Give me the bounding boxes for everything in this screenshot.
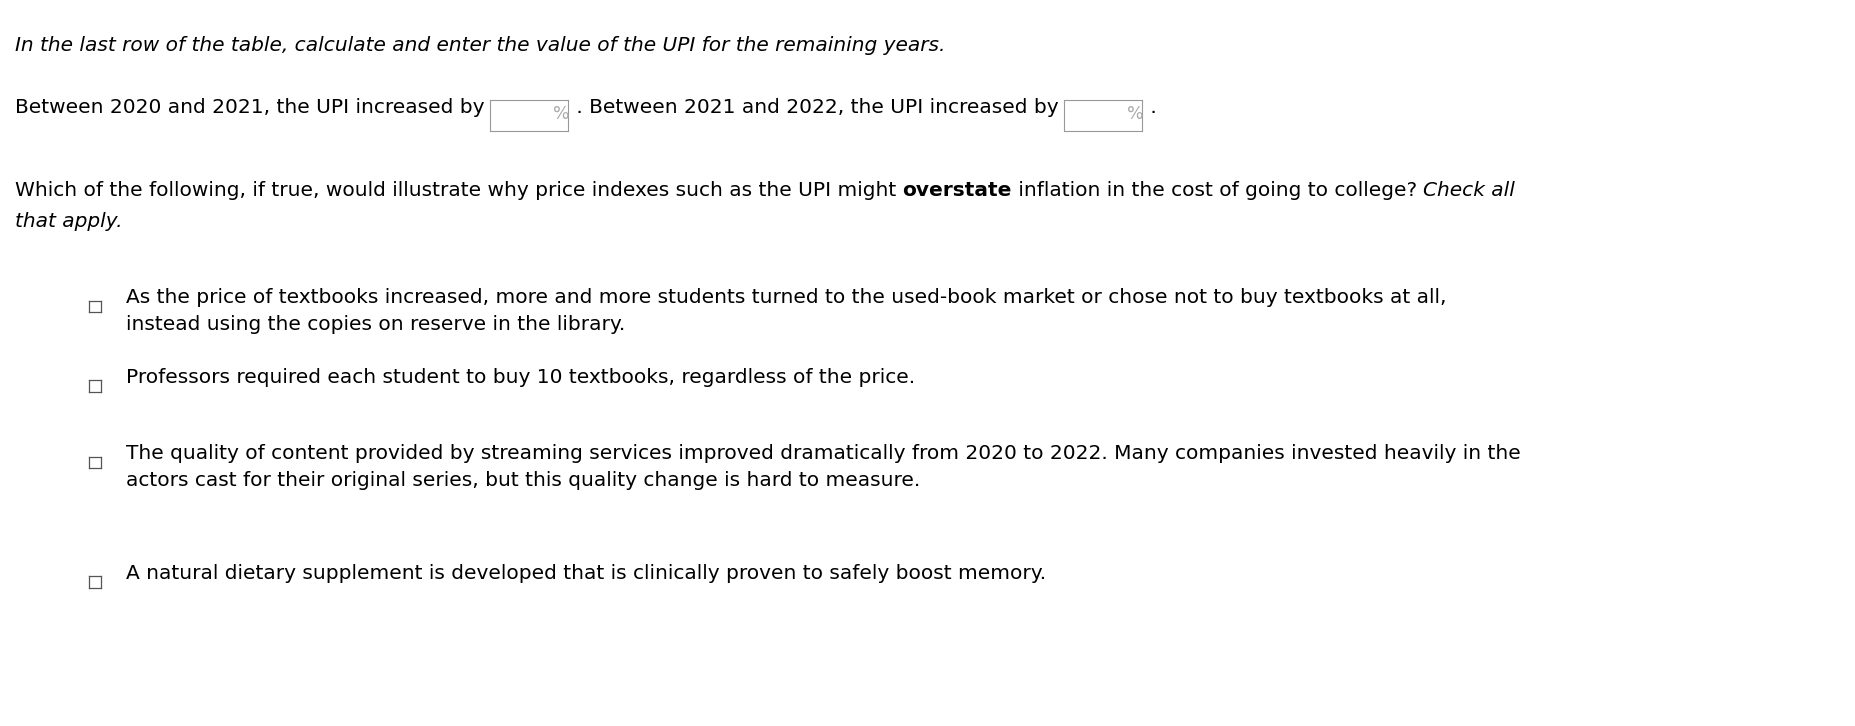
Text: instead using the copies on reserve in the library.: instead using the copies on reserve in t… xyxy=(126,315,625,334)
Text: actors cast for their original series, but this quality change is hard to measur: actors cast for their original series, b… xyxy=(126,471,920,490)
Text: In the last row of the table, calculate and enter the value of the UPI for the r: In the last row of the table, calculate … xyxy=(15,36,944,55)
Text: . Between 2021 and 2022, the UPI increased by: . Between 2021 and 2022, the UPI increas… xyxy=(569,97,1057,117)
Text: that apply.: that apply. xyxy=(15,211,122,231)
Text: Professors required each student to buy 10 textbooks, regardless of the price.: Professors required each student to buy … xyxy=(126,367,915,387)
Text: Check all: Check all xyxy=(1423,181,1514,200)
Text: Between 2020 and 2021, the UPI increased by: Between 2020 and 2021, the UPI increased… xyxy=(15,97,484,117)
Text: A natural dietary supplement is developed that is clinically proven to safely bo: A natural dietary supplement is develope… xyxy=(126,563,1046,583)
Text: Which of the following, if true, would illustrate why price indexes such as the : Which of the following, if true, would i… xyxy=(15,181,902,200)
Text: overstate: overstate xyxy=(902,181,1011,200)
Text: inflation in the cost of going to college?: inflation in the cost of going to colleg… xyxy=(1011,181,1423,200)
Text: The quality of content provided by streaming services improved dramatically from: The quality of content provided by strea… xyxy=(126,444,1519,463)
Text: As the price of textbooks increased, more and more students turned to the used-b: As the price of textbooks increased, mor… xyxy=(126,287,1445,307)
Text: .: . xyxy=(1143,97,1156,117)
Text: %: % xyxy=(1126,105,1143,123)
Text: %: % xyxy=(553,105,569,123)
